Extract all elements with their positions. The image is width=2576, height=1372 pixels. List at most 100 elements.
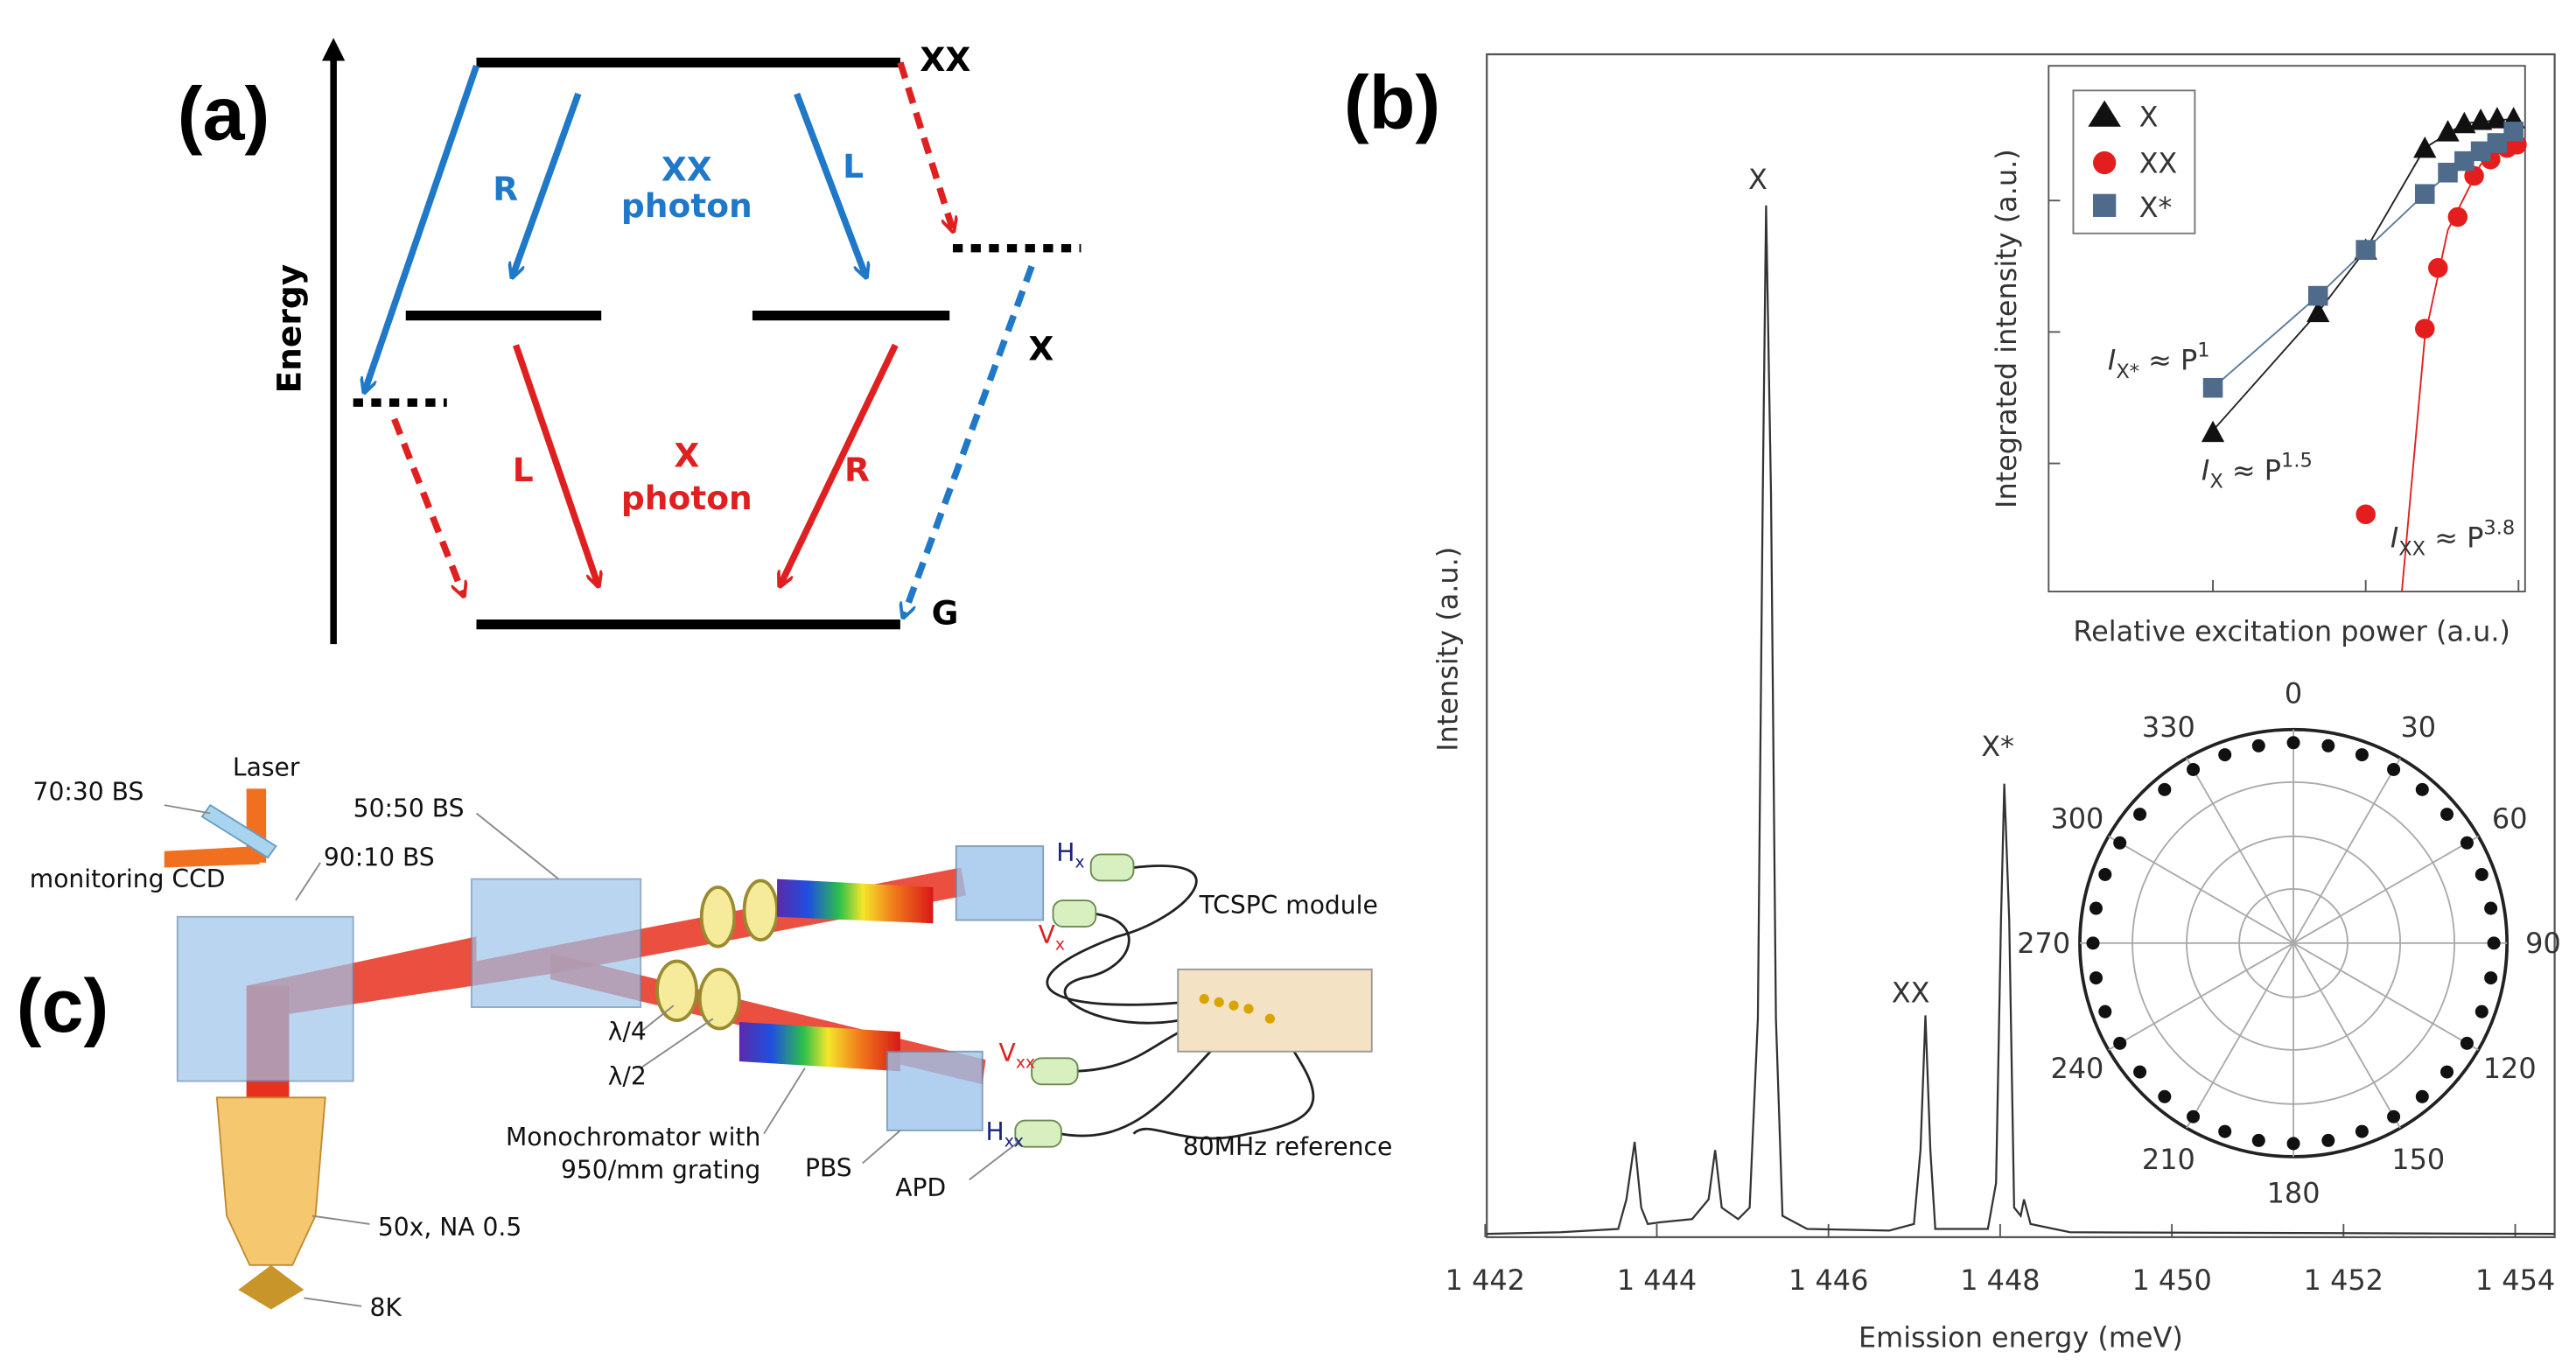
port-label: Vx <box>1039 920 1065 955</box>
fit-label: IX* ≈ P1 <box>2108 340 2210 383</box>
port-letter: H <box>986 1117 1004 1146</box>
grating <box>738 1021 900 1072</box>
panel-label: (c) <box>17 964 109 1048</box>
x-point <box>2436 120 2460 142</box>
fit-subscript: X <box>2209 471 2222 494</box>
port-letter: H <box>1056 838 1074 867</box>
polar-point <box>2187 762 2201 776</box>
transition-label: L <box>513 451 534 489</box>
beamsplitter-cube <box>470 878 642 1008</box>
polar-angle-label: 330 <box>2142 710 2195 744</box>
photon-label: photon <box>621 479 752 517</box>
label: 90:10 BS <box>324 844 435 872</box>
x-point <box>2485 107 2510 129</box>
xstar-point <box>2454 150 2474 172</box>
polar-point <box>2440 1065 2454 1079</box>
panel-b: (b) 1 442 1 444 1 446 1 448 1 450 1 452 1 454 … <box>1344 52 2561 1354</box>
beamsplitter-cube <box>176 915 354 1082</box>
polar-point <box>2133 808 2147 822</box>
label: λ/4 <box>608 1018 647 1046</box>
x-ticks: 1 442 1 444 1 446 1 448 1 450 1 452 1 454 <box>1446 1223 2555 1297</box>
x-axis-label: Relative excitation power (a.u.) <box>2073 614 2510 648</box>
transitions <box>365 61 1035 616</box>
polar-point <box>2415 782 2429 796</box>
polar-angle-label: 300 <box>2050 802 2104 835</box>
panel-c: (c) Laser 70:30 BS monitoring CCD 90:10 … <box>17 752 1393 1322</box>
polar-point <box>2484 901 2498 915</box>
x-point <box>2306 300 2330 323</box>
polar-point <box>2440 808 2454 822</box>
fit-relation: ≈ P <box>2139 344 2197 377</box>
apd <box>1014 853 1135 1148</box>
ccd-beam <box>164 846 260 868</box>
legend-marker <box>2093 193 2117 217</box>
xstar-point <box>2307 285 2328 306</box>
polar-spoke <box>2108 835 2294 944</box>
fit-symbol: I <box>2390 521 2398 554</box>
polar-angle-label: 30 <box>2400 710 2436 744</box>
fit-label: IXX ≈ P3.8 <box>2390 516 2515 560</box>
polar-point <box>2098 867 2112 882</box>
transition-label: L <box>843 147 864 186</box>
port-letter: V <box>999 1039 1017 1068</box>
label: monitoring CCD <box>30 864 226 893</box>
label: 8K <box>369 1293 402 1322</box>
fit-exponent: 3.8 <box>2483 516 2515 539</box>
polar-spoke <box>2292 757 2401 944</box>
port-subscript: x <box>1074 853 1084 872</box>
label: TCSPC module <box>1199 891 1378 920</box>
polar-point <box>2251 738 2265 752</box>
legend-marker <box>2093 150 2117 175</box>
x-tick-label: 1 446 <box>1788 1264 1868 1297</box>
polar-angle-label: 60 <box>2492 802 2528 835</box>
x-tick-label: 1 444 <box>1617 1264 1697 1297</box>
label: Laser <box>233 752 300 781</box>
x-tick-label: 1 442 <box>1446 1264 1525 1297</box>
polar-point <box>2474 867 2488 882</box>
transition-label: R <box>493 170 518 208</box>
xstar-point <box>2438 163 2458 183</box>
xx-point <box>2356 504 2376 525</box>
axis-label: Energy <box>270 264 309 394</box>
polar-point <box>2321 1133 2335 1147</box>
polar-point <box>2286 1137 2300 1151</box>
objective <box>215 1096 326 1266</box>
xstar-point <box>2470 141 2491 162</box>
panel-label: (a) <box>178 73 270 157</box>
plot-frame <box>1486 52 2556 1239</box>
pbs-cube <box>886 1050 984 1131</box>
polar-spoke <box>2292 942 2401 1129</box>
xx-point <box>2447 206 2468 228</box>
polar-point <box>2098 1004 2112 1018</box>
fit-subscript: XX <box>2398 538 2426 561</box>
polar-point <box>2218 1124 2232 1138</box>
x-tick-label: 1 452 <box>2304 1264 2384 1297</box>
inset-points <box>2201 107 2527 525</box>
polar-angle-label: 90 <box>2525 927 2561 960</box>
xstar-point <box>2487 133 2508 153</box>
label: λ/2 <box>608 1061 647 1090</box>
polar-point <box>2355 1124 2369 1138</box>
pbs-cube <box>955 845 1045 921</box>
fit-exponent: 1 <box>2197 340 2209 362</box>
polar-point <box>2158 782 2172 796</box>
polar-angle-label: 120 <box>2483 1052 2537 1085</box>
label: 950/mm grating <box>561 1155 760 1184</box>
x-tick-label: 1 448 <box>1960 1264 2040 1297</box>
fit-relation: ≈ P <box>2426 521 2483 554</box>
fit-relation: ≈ P <box>2223 453 2281 486</box>
polar-point <box>2487 936 2501 950</box>
x-point <box>2413 136 2437 158</box>
inset-power: Relative excitation power (a.u.) Integra… <box>1990 65 2527 648</box>
xstar-point <box>2202 377 2223 398</box>
polar-point <box>2086 936 2100 950</box>
inset-ticks <box>2048 200 2520 592</box>
label: Monochromator with <box>506 1123 760 1152</box>
x-axis-label: Emission energy (meV) <box>1858 1321 2183 1354</box>
port-letter: V <box>1039 920 1056 949</box>
polar-point <box>2387 1110 2401 1124</box>
panel-a: (a) Energy XX X G R L L R XX photon X ph… <box>178 38 1082 645</box>
